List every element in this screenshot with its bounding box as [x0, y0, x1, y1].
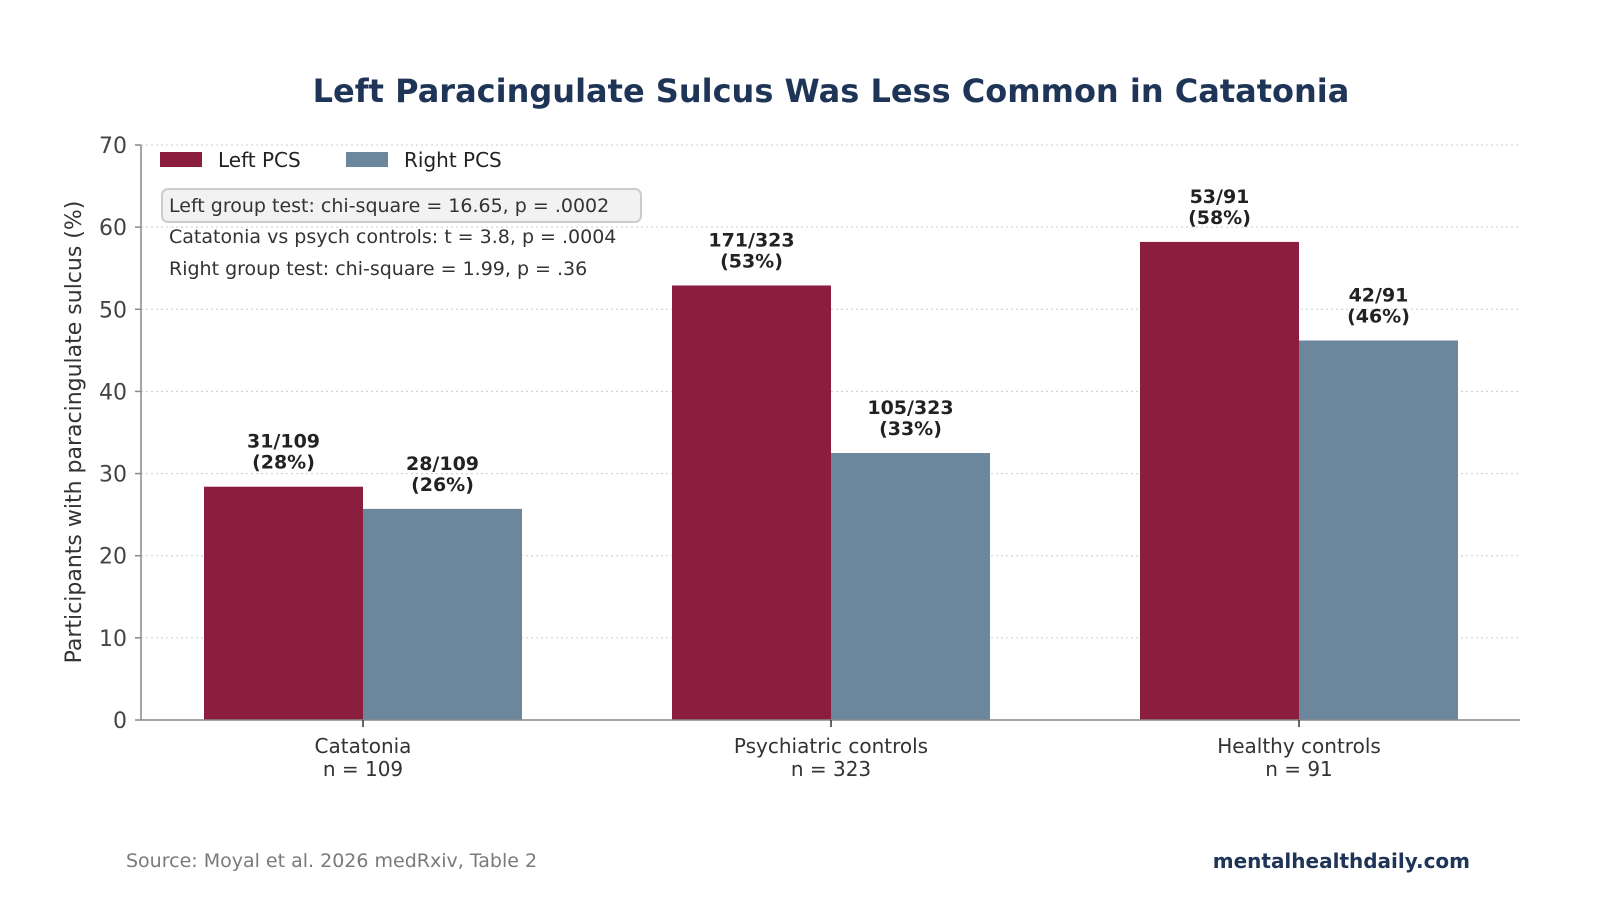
- bar-percent-label: (46%): [1347, 306, 1410, 328]
- bar-percent-label: (53%): [720, 250, 783, 272]
- annotation-box: [161, 188, 642, 223]
- legend-swatch-left-pcs: [160, 152, 202, 167]
- y-axis-label: Participants with paracingulate sulcus (…: [62, 201, 87, 664]
- bar-right-pcs: [1299, 340, 1458, 720]
- y-tick-label: 10: [99, 627, 127, 652]
- annotation-text: Left group test: chi-square = 16.65, p =…: [169, 195, 609, 217]
- bar-count-label: 53/91: [1190, 186, 1250, 208]
- annotation-text: Catatonia vs psych controls: t = 3.8, p …: [169, 226, 616, 248]
- x-tick-sublabel: n = 323: [791, 757, 871, 781]
- bar-percent-label: (33%): [879, 418, 942, 440]
- source-note: Source: Moyal et al. 2026 medRxiv, Table…: [126, 850, 538, 872]
- x-tick-label: Psychiatric controls: [734, 734, 928, 758]
- x-tick-sublabel: n = 91: [1265, 757, 1333, 781]
- bars: [204, 241, 1458, 720]
- y-tick-label: 40: [99, 380, 127, 405]
- y-tick-label: 60: [99, 216, 127, 241]
- x-tick-sublabel: n = 109: [323, 757, 403, 781]
- bar-left-pcs: [204, 486, 363, 720]
- chart-title: Left Paracingulate Sulcus Was Less Commo…: [313, 72, 1350, 110]
- x-tick-label: Catatonia: [315, 734, 412, 758]
- bar-count-label: 105/323: [867, 397, 953, 419]
- y-tick-label: 70: [99, 134, 127, 159]
- y-tick-label: 20: [99, 545, 127, 570]
- x-tick-label: Healthy controls: [1217, 734, 1381, 758]
- bar-count-label: 171/323: [708, 229, 794, 251]
- legend-swatch-right-pcs: [346, 152, 388, 167]
- bar-count-label: 42/91: [1349, 285, 1409, 307]
- annotations: Left group test: chi-square = 16.65, p =…: [161, 188, 642, 280]
- bar-percent-label: (28%): [252, 452, 315, 474]
- y-tick-label: 0: [113, 709, 127, 734]
- bar-right-pcs: [363, 508, 522, 720]
- bar-count-label: 31/109: [247, 431, 320, 453]
- bar-right-pcs: [831, 453, 990, 720]
- bar-left-pcs: [672, 285, 831, 720]
- y-tick-label: 30: [99, 463, 127, 488]
- annotation-text: Right group test: chi-square = 1.99, p =…: [169, 258, 587, 280]
- bar-labels: 31/109(28%)171/323(53%)53/91(58%)28/109(…: [247, 186, 1410, 496]
- bar-percent-label: (58%): [1188, 207, 1251, 229]
- brand-link[interactable]: mentalhealthdaily.com: [1212, 849, 1470, 873]
- bar-percent-label: (26%): [411, 474, 474, 496]
- y-tick-label: 50: [99, 298, 127, 323]
- bar-count-label: 28/109: [406, 453, 479, 475]
- legend-label: Right PCS: [404, 148, 502, 172]
- bar-left-pcs: [1140, 241, 1299, 720]
- legend-label: Left PCS: [218, 148, 301, 172]
- legend: Left PCS Right PCS: [160, 148, 502, 172]
